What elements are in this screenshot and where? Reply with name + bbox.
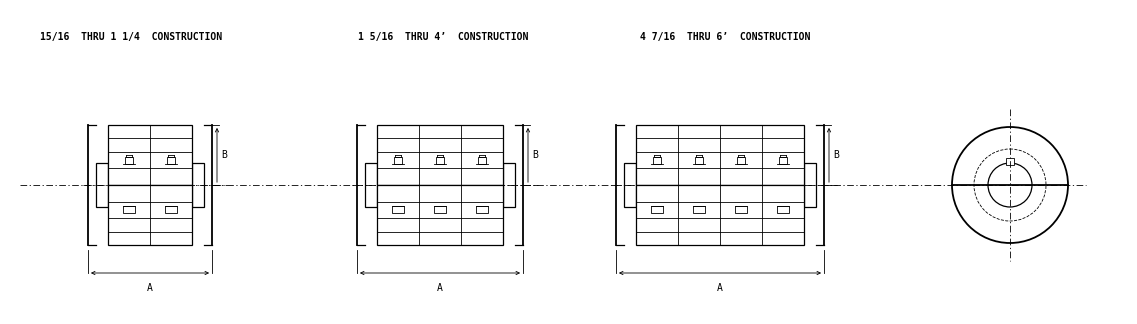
Text: 1 5/16  THRU 4’  CONSTRUCTION: 1 5/16 THRU 4’ CONSTRUCTION	[358, 32, 529, 42]
Bar	[393, 156, 402, 164]
Bar	[365, 163, 377, 207]
Text: 15/16  THRU 1 1/4  CONSTRUCTION: 15/16 THRU 1 1/4 CONSTRUCTION	[40, 32, 222, 42]
Text: B: B	[833, 150, 839, 160]
Bar	[650, 206, 663, 214]
Bar	[108, 125, 192, 185]
Bar	[167, 156, 175, 164]
Bar	[192, 163, 204, 207]
Text: A: A	[437, 283, 443, 293]
Bar	[123, 206, 135, 214]
Bar	[478, 156, 487, 164]
Bar	[125, 156, 133, 164]
Bar	[503, 163, 515, 207]
Bar	[737, 156, 746, 164]
Bar	[1006, 158, 1014, 165]
Bar	[108, 185, 192, 245]
Bar	[636, 185, 804, 245]
Bar	[433, 206, 447, 214]
Bar	[475, 206, 488, 214]
Text: 4 7/16  THRU 6’  CONSTRUCTION: 4 7/16 THRU 6’ CONSTRUCTION	[640, 32, 811, 42]
Text: B: B	[532, 150, 538, 160]
Bar	[735, 206, 747, 214]
Text: A: A	[147, 283, 153, 293]
Text: B: B	[221, 150, 227, 160]
Bar	[653, 156, 662, 164]
Bar	[695, 156, 704, 164]
Bar	[636, 125, 804, 185]
Bar	[165, 206, 177, 214]
Bar	[435, 156, 445, 164]
Bar	[377, 185, 503, 245]
Bar	[96, 163, 108, 207]
Bar	[377, 125, 503, 185]
Bar	[392, 206, 405, 214]
Bar	[804, 163, 816, 207]
Text: A: A	[717, 283, 723, 293]
Bar	[692, 206, 705, 214]
Bar	[779, 156, 788, 164]
Bar	[777, 206, 789, 214]
Bar	[624, 163, 636, 207]
